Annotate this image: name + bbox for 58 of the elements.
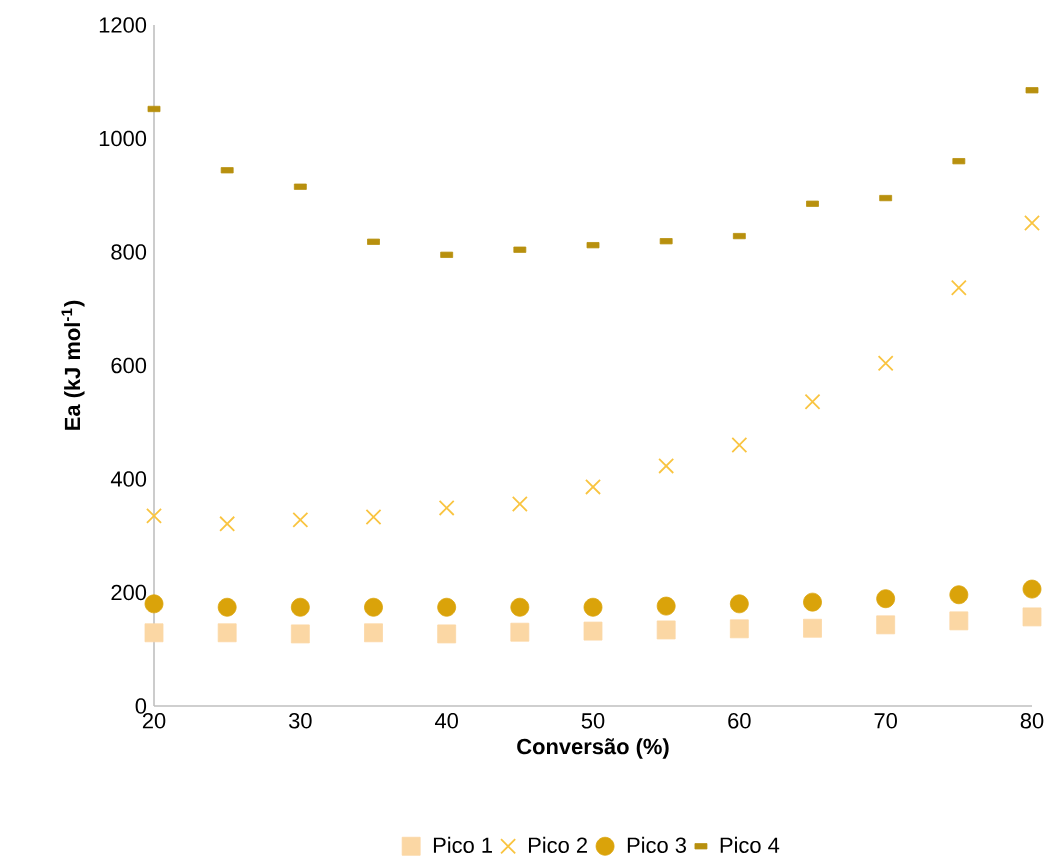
point bbox=[437, 598, 457, 617]
point bbox=[438, 500, 455, 517]
x-tick-label: 70 bbox=[874, 713, 897, 729]
legend-label: Pico 1 bbox=[433, 837, 492, 854]
point bbox=[876, 615, 896, 635]
point bbox=[290, 598, 310, 617]
point bbox=[217, 623, 237, 643]
point bbox=[217, 598, 237, 617]
legend-label: Pico 2 bbox=[528, 837, 587, 854]
point bbox=[656, 596, 676, 616]
point bbox=[731, 437, 748, 454]
y-tick-label: 1200 bbox=[99, 17, 147, 33]
point bbox=[949, 611, 969, 631]
point bbox=[949, 585, 969, 605]
point bbox=[1022, 607, 1042, 627]
point bbox=[510, 598, 530, 617]
point bbox=[583, 621, 603, 641]
point bbox=[144, 623, 164, 643]
legend-label: Pico 4 bbox=[720, 837, 780, 854]
point bbox=[1024, 215, 1040, 232]
point bbox=[729, 619, 749, 639]
x-tick-label: 80 bbox=[1020, 713, 1044, 729]
y-tick-label: 400 bbox=[110, 471, 147, 487]
legend-label: Pico 3 bbox=[627, 837, 686, 854]
point bbox=[292, 512, 309, 528]
point bbox=[729, 594, 749, 614]
x-tick-label: 50 bbox=[581, 713, 605, 729]
point bbox=[364, 598, 383, 617]
y-axis-title: Ea (kJ mol$^{-1}$) bbox=[61, 300, 85, 430]
y-tick-label: 0 bbox=[135, 698, 147, 714]
point bbox=[511, 496, 528, 513]
point bbox=[583, 598, 603, 617]
y-tick-label: 800 bbox=[111, 244, 147, 260]
point bbox=[437, 624, 457, 644]
point bbox=[656, 620, 676, 640]
x-tick-label: 40 bbox=[434, 713, 458, 729]
point bbox=[365, 509, 382, 526]
y-tick-label: 600 bbox=[111, 357, 147, 374]
point bbox=[364, 623, 383, 643]
point bbox=[219, 516, 236, 532]
point bbox=[803, 618, 822, 638]
point bbox=[290, 624, 310, 644]
point bbox=[146, 508, 162, 524]
y-tick-label: 1000 bbox=[99, 130, 147, 147]
x-tick-label: 30 bbox=[288, 713, 312, 729]
point bbox=[877, 355, 894, 372]
point bbox=[658, 458, 675, 475]
point bbox=[876, 589, 896, 609]
point bbox=[144, 594, 164, 614]
y-tick-label: 200 bbox=[111, 584, 147, 601]
point bbox=[510, 622, 530, 642]
point bbox=[585, 479, 601, 496]
point bbox=[803, 592, 822, 612]
point bbox=[804, 393, 821, 410]
point bbox=[950, 279, 967, 296]
x-tick-label: 60 bbox=[728, 713, 751, 729]
x-tick-label: 20 bbox=[142, 713, 166, 729]
x-axis-title: Conversão (%) bbox=[517, 738, 669, 759]
